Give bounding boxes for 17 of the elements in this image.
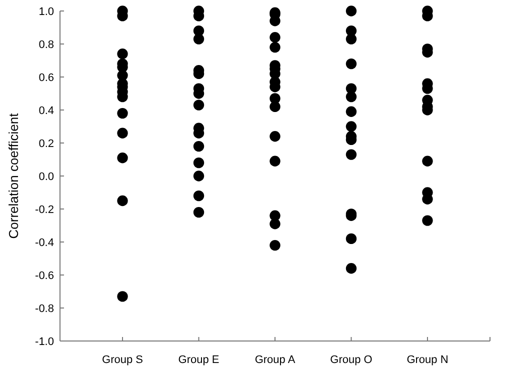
x-tick-label: Group O [330, 354, 373, 366]
y-tick-label: -0.6 [35, 270, 54, 282]
y-tick-label: -1.0 [35, 336, 54, 348]
x-tick-label: Group N [406, 354, 448, 366]
y-tick-label: -0.8 [35, 302, 54, 315]
y-tick-label: 0.8 [38, 38, 54, 51]
y-axis-title: Correlation coefficient [6, 112, 21, 239]
y-tick-label: 0.6 [38, 72, 54, 84]
y-tick-label: 0.2 [38, 138, 54, 150]
x-tick-label: Group A [254, 354, 296, 366]
y-tick-label: 0.4 [38, 104, 54, 117]
y-tick-label: 1.0 [38, 6, 54, 18]
y-tick-label: -0.4 [35, 236, 54, 249]
x-tick-label: Group E [178, 354, 220, 366]
y-tick-label: 0.0 [38, 170, 54, 183]
y-tick-label: -0.2 [35, 204, 54, 216]
x-tick-label: Group S [102, 354, 143, 366]
